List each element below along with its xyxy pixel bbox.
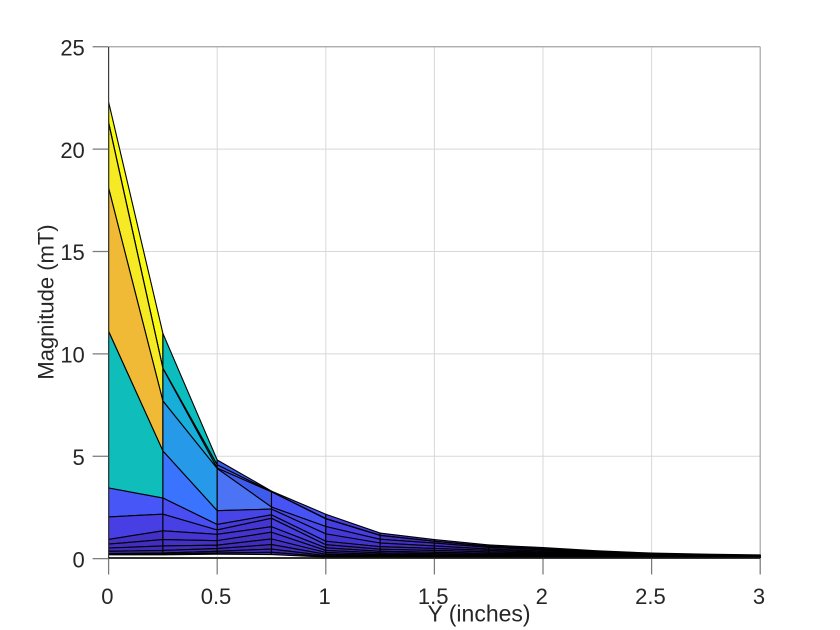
svg-text:10: 10 [60, 343, 84, 368]
svg-text:0.5: 0.5 [201, 584, 232, 609]
svg-text:2: 2 [536, 584, 548, 609]
svg-text:1.5: 1.5 [418, 584, 449, 609]
svg-text:25: 25 [60, 35, 84, 60]
svg-text:Magnitude (mT): Magnitude (mT) [33, 224, 58, 379]
svg-text:1: 1 [318, 584, 330, 609]
svg-text:2.5: 2.5 [635, 584, 666, 609]
svg-text:0: 0 [73, 547, 85, 572]
svg-text:20: 20 [60, 138, 84, 163]
svg-text:5: 5 [73, 445, 85, 470]
svg-text:Y (inches): Y (inches) [427, 601, 530, 627]
svg-text:15: 15 [60, 240, 84, 265]
svg-text:0: 0 [101, 584, 113, 609]
svg-text:3: 3 [753, 584, 765, 609]
